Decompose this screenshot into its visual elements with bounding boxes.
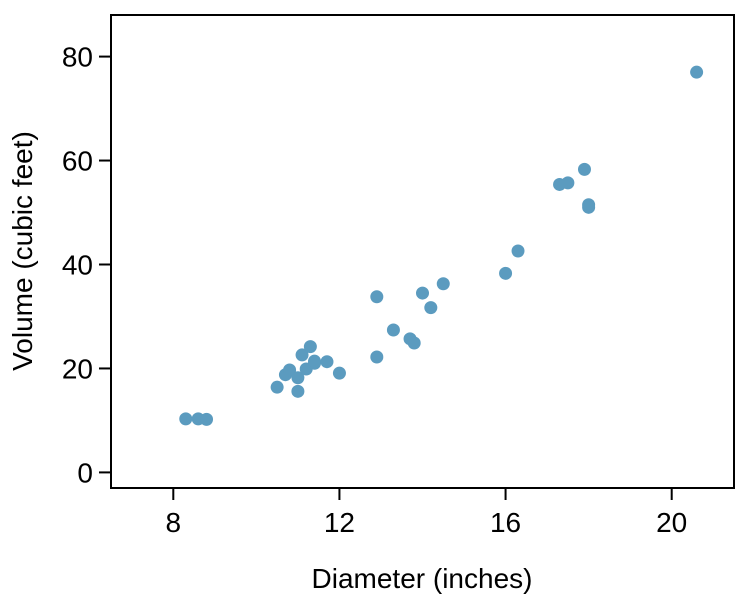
plot-frame: [110, 14, 735, 489]
data-point: [291, 371, 305, 385]
data-point: [320, 355, 334, 369]
data-point: [416, 286, 429, 300]
data-point: [370, 290, 384, 304]
y-tick-label: 0: [77, 457, 93, 488]
data-point: [511, 244, 525, 258]
data-point: [200, 412, 214, 426]
data-point: [283, 363, 297, 377]
data-point: [332, 366, 346, 380]
x-tick-label: 20: [656, 507, 687, 538]
data-point: [303, 340, 317, 354]
data-point: [386, 323, 400, 337]
y-tick-label: 40: [62, 249, 93, 280]
data-point: [499, 266, 513, 280]
data-point: [690, 65, 704, 79]
x-axis-label: Diameter (inches): [312, 563, 533, 594]
data-point: [582, 200, 596, 214]
x-tick-label: 8: [166, 507, 182, 538]
data-point: [424, 301, 438, 315]
x-axis: 8 12 16 20: [166, 488, 687, 538]
data-point: [436, 277, 450, 291]
y-axis-label: Volume (cubic feet): [7, 131, 38, 371]
x-tick-label: 16: [490, 507, 521, 538]
y-tick-label: 60: [62, 146, 93, 177]
data-point: [291, 384, 305, 398]
data-point: [308, 354, 322, 368]
y-tick-label: 80: [62, 42, 93, 73]
data-point: [577, 162, 591, 176]
data-point: [179, 412, 193, 426]
y-tick-label: 20: [62, 353, 93, 384]
data-points: [179, 65, 704, 426]
data-point: [370, 350, 384, 364]
data-point: [561, 176, 575, 190]
data-point: [295, 348, 309, 362]
data-point: [407, 336, 421, 350]
data-point: [270, 380, 284, 394]
y-axis: 0 20 40 60 80: [62, 42, 111, 488]
x-tick-label: 12: [324, 507, 355, 538]
